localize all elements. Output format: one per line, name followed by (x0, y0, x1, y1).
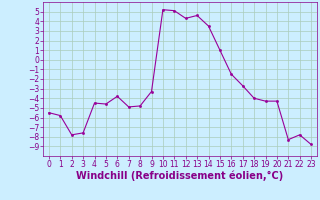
X-axis label: Windchill (Refroidissement éolien,°C): Windchill (Refroidissement éolien,°C) (76, 171, 284, 181)
